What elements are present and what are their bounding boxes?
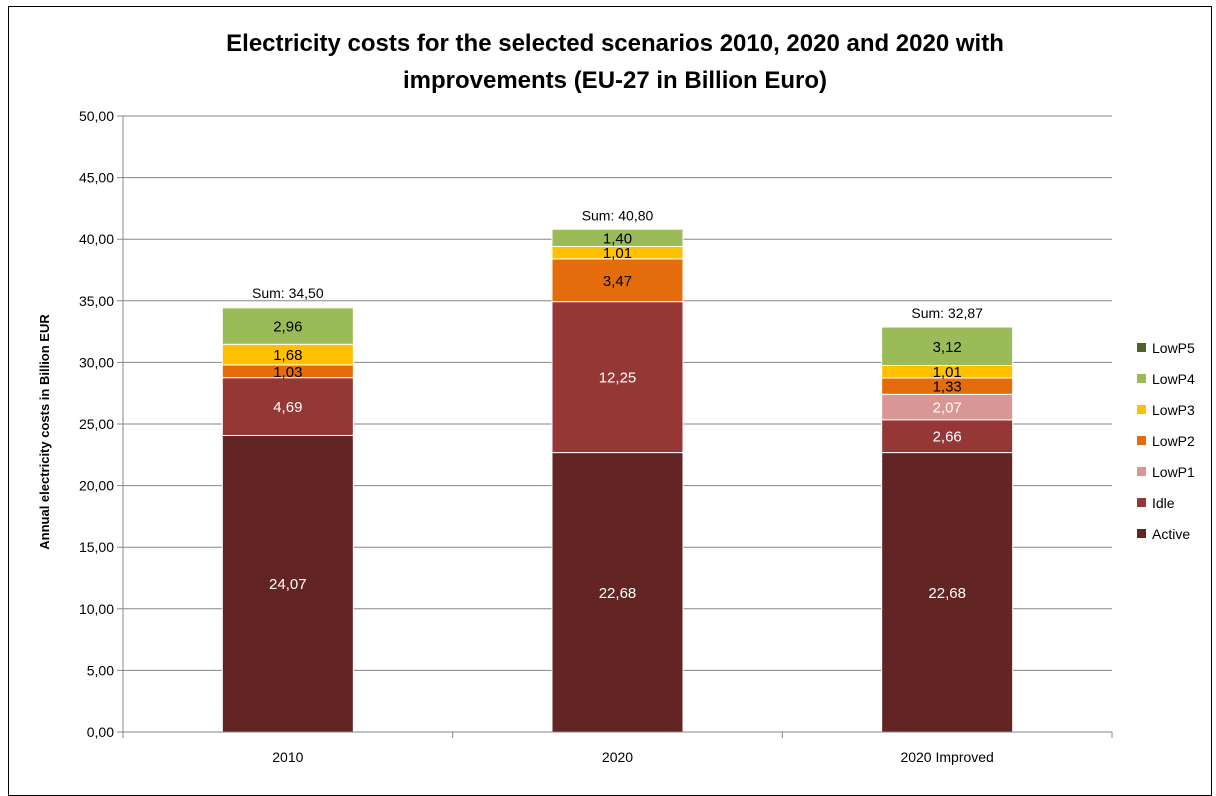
data-label: 24,07 — [269, 576, 307, 593]
y-tick-label: 15,00 — [79, 539, 114, 555]
bar-segment-active — [221, 434, 354, 733]
legend-swatch-idle — [1137, 498, 1146, 507]
sum-label: Sum: 40,80 — [582, 207, 654, 223]
legend-label: LowP3 — [1152, 402, 1195, 418]
legend-label: LowP1 — [1152, 464, 1195, 480]
bar-segment-idle — [551, 301, 684, 454]
data-label: 22,68 — [599, 585, 637, 602]
bar-segment-lowp4 — [551, 228, 684, 247]
x-tick-label: 2020 Improved — [900, 749, 993, 765]
bar-segment-lowp4 — [221, 307, 354, 345]
data-label: 2,07 — [933, 400, 962, 417]
bars: 24,07 4,69 1,031,68 2,96 Sum: 34,50 22,68 12,2… — [221, 207, 1014, 733]
x-tick-label: 2010 — [272, 749, 303, 765]
legend-swatch-lowp1 — [1137, 467, 1146, 476]
axes: 0,00 5,00 10,00 15,00 20,00 25,00 30,00 35,00 40… — [79, 108, 1113, 765]
y-tick-label: 20,00 — [79, 478, 114, 494]
data-label: 1,68 — [273, 347, 302, 364]
y-tick-label: 50,00 — [79, 108, 114, 124]
data-label: 1,03 — [273, 364, 302, 381]
y-tick-label: 5,00 — [87, 662, 114, 678]
legend-label: Idle — [1152, 495, 1175, 511]
bar-segment-active — [551, 452, 684, 733]
data-label: 2,66 — [933, 429, 962, 446]
data-label: 3,12 — [933, 339, 962, 356]
legend-swatch-lowp4 — [1137, 374, 1146, 383]
sum-label: Sum: 32,87 — [911, 305, 983, 321]
data-label: 1,01 — [933, 364, 962, 381]
y-tick-label: 35,00 — [79, 293, 114, 309]
legend-swatch-lowp2 — [1137, 436, 1146, 445]
data-label: 2,96 — [273, 319, 302, 336]
data-label: 1,40 — [603, 230, 632, 247]
legend-label: LowP4 — [1152, 371, 1195, 387]
legend-swatch-active — [1137, 529, 1146, 538]
y-tick-label: 10,00 — [79, 601, 114, 617]
data-label: 3,47 — [603, 273, 632, 290]
chart-title-line-1: Electricity costs for the selected scena… — [226, 30, 1004, 57]
bar-segment-idle — [221, 377, 354, 436]
y-tick-label: 0,00 — [87, 724, 114, 740]
bar-segment-idle — [881, 419, 1014, 454]
y-tick-label: 30,00 — [79, 354, 114, 370]
data-label: 12,25 — [599, 370, 637, 387]
legend: LowP5 LowP4 LowP3 LowP2 LowP1 Idle Active — [1137, 340, 1195, 542]
data-label: 4,69 — [273, 399, 302, 416]
data-label: 1,01 — [603, 245, 632, 262]
x-tick-label: 2020 — [602, 749, 633, 765]
y-tick-label: 25,00 — [79, 416, 114, 432]
sum-label: Sum: 34,50 — [252, 285, 324, 301]
legend-label: LowP5 — [1152, 340, 1195, 356]
legend-swatch-lowp3 — [1137, 405, 1146, 414]
legend-swatch-lowp5 — [1137, 343, 1146, 352]
data-label: 22,68 — [928, 585, 966, 602]
legend-label: Active — [1152, 526, 1190, 542]
legend-label: LowP2 — [1152, 433, 1195, 449]
data-label: 1,33 — [933, 379, 962, 396]
bar-segment-active — [881, 452, 1014, 733]
y-axis-label: Annual electricity costs in Billion EUR — [37, 314, 52, 550]
bar-segment-lowp4 — [881, 326, 1014, 366]
y-tick-label: 45,00 — [79, 170, 114, 186]
chart-title-line-2: improvements (EU-27 in Billion Euro) — [403, 67, 827, 94]
y-tick-label: 40,00 — [79, 231, 114, 247]
